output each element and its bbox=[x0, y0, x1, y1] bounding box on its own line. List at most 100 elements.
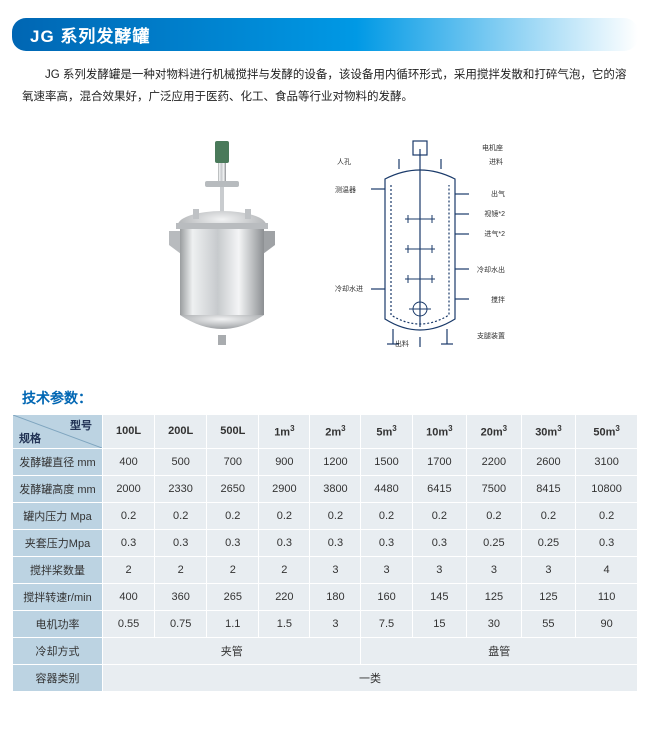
table-cell: 2 bbox=[155, 556, 207, 583]
table-cell: 110 bbox=[576, 583, 638, 610]
table-col-header: 1m3 bbox=[259, 414, 310, 448]
table-cell: 2600 bbox=[521, 448, 576, 475]
table-cell: 2 bbox=[103, 556, 155, 583]
diagram-label: 进气*2 bbox=[484, 229, 505, 239]
table-cell: 145 bbox=[412, 583, 467, 610]
diagram-label: 出气 bbox=[491, 189, 505, 199]
table-cell: 0.3 bbox=[412, 529, 467, 556]
table-cell: 0.2 bbox=[310, 502, 361, 529]
table-col-header: 30m3 bbox=[521, 414, 576, 448]
table-cell: 0.55 bbox=[103, 610, 155, 637]
table-cell: 400 bbox=[103, 448, 155, 475]
table-cell: 0.75 bbox=[155, 610, 207, 637]
table-cell: 3 bbox=[412, 556, 467, 583]
diagram-label: 冷却水出 bbox=[477, 265, 505, 275]
table-cell: 2000 bbox=[103, 475, 155, 502]
table-row: 搅拌桨数量2222333334 bbox=[13, 556, 638, 583]
table-header-row: 型号 规格 100L200L500L1m32m35m310m320m330m35… bbox=[13, 414, 638, 448]
row-label: 夹套压力Mpa bbox=[13, 529, 103, 556]
table-cell: 3 bbox=[310, 610, 361, 637]
table-cell: 220 bbox=[259, 583, 310, 610]
table-cell: 0.3 bbox=[103, 529, 155, 556]
th-label-model: 型号 bbox=[70, 417, 92, 433]
table-cell: 0.2 bbox=[521, 502, 576, 529]
table-cell: 0.2 bbox=[361, 502, 412, 529]
table-col-header: 20m3 bbox=[467, 414, 522, 448]
row-label: 发酵罐直径 mm bbox=[13, 448, 103, 475]
table-cell: 0.2 bbox=[412, 502, 467, 529]
row-label: 电机功率 bbox=[13, 610, 103, 637]
row-label: 容器类别 bbox=[13, 664, 103, 691]
table-cell: 55 bbox=[521, 610, 576, 637]
row-label: 冷却方式 bbox=[13, 637, 103, 664]
table-cell: 夹管 bbox=[103, 637, 361, 664]
table-cell: 4480 bbox=[361, 475, 412, 502]
table-cell: 125 bbox=[467, 583, 522, 610]
table-cell: 8415 bbox=[521, 475, 576, 502]
table-cell: 500 bbox=[155, 448, 207, 475]
table-row: 发酵罐高度 mm20002330265029003800448064157500… bbox=[13, 475, 638, 502]
table-cell: 265 bbox=[207, 583, 259, 610]
table-cell: 7500 bbox=[467, 475, 522, 502]
table-cell: 0.3 bbox=[576, 529, 638, 556]
diagram-label: 进料 bbox=[489, 157, 503, 167]
table-cell: 0.2 bbox=[259, 502, 310, 529]
table-row: 电机功率0.550.751.11.537.515305590 bbox=[13, 610, 638, 637]
table-cell: 30 bbox=[467, 610, 522, 637]
table-cell: 2 bbox=[207, 556, 259, 583]
table-cell: 125 bbox=[521, 583, 576, 610]
diagram-label: 测温器 bbox=[335, 185, 356, 195]
table-cell: 160 bbox=[361, 583, 412, 610]
table-row: 发酵罐直径 mm40050070090012001500170022002600… bbox=[13, 448, 638, 475]
table-cell: 3 bbox=[361, 556, 412, 583]
table-cell: 2330 bbox=[155, 475, 207, 502]
table-row: 搅拌转速r/min400360265220180160145125125110 bbox=[13, 583, 638, 610]
row-label: 搅拌转速r/min bbox=[13, 583, 103, 610]
table-cell: 360 bbox=[155, 583, 207, 610]
table-cell: 15 bbox=[412, 610, 467, 637]
table-cell: 1.1 bbox=[207, 610, 259, 637]
table-cell: 0.3 bbox=[207, 529, 259, 556]
figure-row: 电机座 人孔 进料 测温器 出气 视镜*2 进气*2 冷却水出 冷却水进 搅拌 … bbox=[0, 127, 650, 362]
table-cell: 6415 bbox=[412, 475, 467, 502]
row-label: 发酵罐高度 mm bbox=[13, 475, 103, 502]
spec-table: 型号 规格 100L200L500L1m32m35m310m320m330m35… bbox=[12, 414, 638, 692]
row-label: 罐内压力 Mpa bbox=[13, 502, 103, 529]
table-cell: 10800 bbox=[576, 475, 638, 502]
diagram-label: 支腿装置 bbox=[477, 331, 505, 341]
table-col-header: 50m3 bbox=[576, 414, 638, 448]
table-cell: 0.3 bbox=[361, 529, 412, 556]
diagram-label: 出料 bbox=[395, 339, 409, 349]
table-cell: 0.25 bbox=[521, 529, 576, 556]
table-cell: 2900 bbox=[259, 475, 310, 502]
diagram-label: 搅拌 bbox=[491, 295, 505, 305]
th-diagonal: 型号 规格 bbox=[13, 414, 103, 448]
table-cell: 4 bbox=[576, 556, 638, 583]
table-cell: 180 bbox=[310, 583, 361, 610]
table-cell: 0.2 bbox=[155, 502, 207, 529]
table-row: 罐内压力 Mpa0.20.20.20.20.20.20.20.20.20.2 bbox=[13, 502, 638, 529]
table-cell: 0.25 bbox=[467, 529, 522, 556]
table-cell: 0.2 bbox=[207, 502, 259, 529]
table-cell: 900 bbox=[259, 448, 310, 475]
table-cell: 0.2 bbox=[467, 502, 522, 529]
table-cell: 2200 bbox=[467, 448, 522, 475]
table-cell: 2650 bbox=[207, 475, 259, 502]
table-row: 容器类别一类 bbox=[13, 664, 638, 691]
table-col-header: 100L bbox=[103, 414, 155, 448]
tank-photo bbox=[145, 139, 295, 349]
diagram-label: 人孔 bbox=[337, 157, 351, 167]
table-cell: 0.3 bbox=[310, 529, 361, 556]
table-cell: 0.3 bbox=[155, 529, 207, 556]
table-cell: 1200 bbox=[310, 448, 361, 475]
table-cell: 1.5 bbox=[259, 610, 310, 637]
table-cell: 0.2 bbox=[103, 502, 155, 529]
table-col-header: 10m3 bbox=[412, 414, 467, 448]
diagram-label: 电机座 bbox=[482, 143, 503, 153]
table-cell: 1500 bbox=[361, 448, 412, 475]
table-cell: 7.5 bbox=[361, 610, 412, 637]
table-cell: 700 bbox=[207, 448, 259, 475]
table-cell: 3100 bbox=[576, 448, 638, 475]
table-row: 夹套压力Mpa0.30.30.30.30.30.30.30.250.250.3 bbox=[13, 529, 638, 556]
table-row: 冷却方式夹管盘管 bbox=[13, 637, 638, 664]
